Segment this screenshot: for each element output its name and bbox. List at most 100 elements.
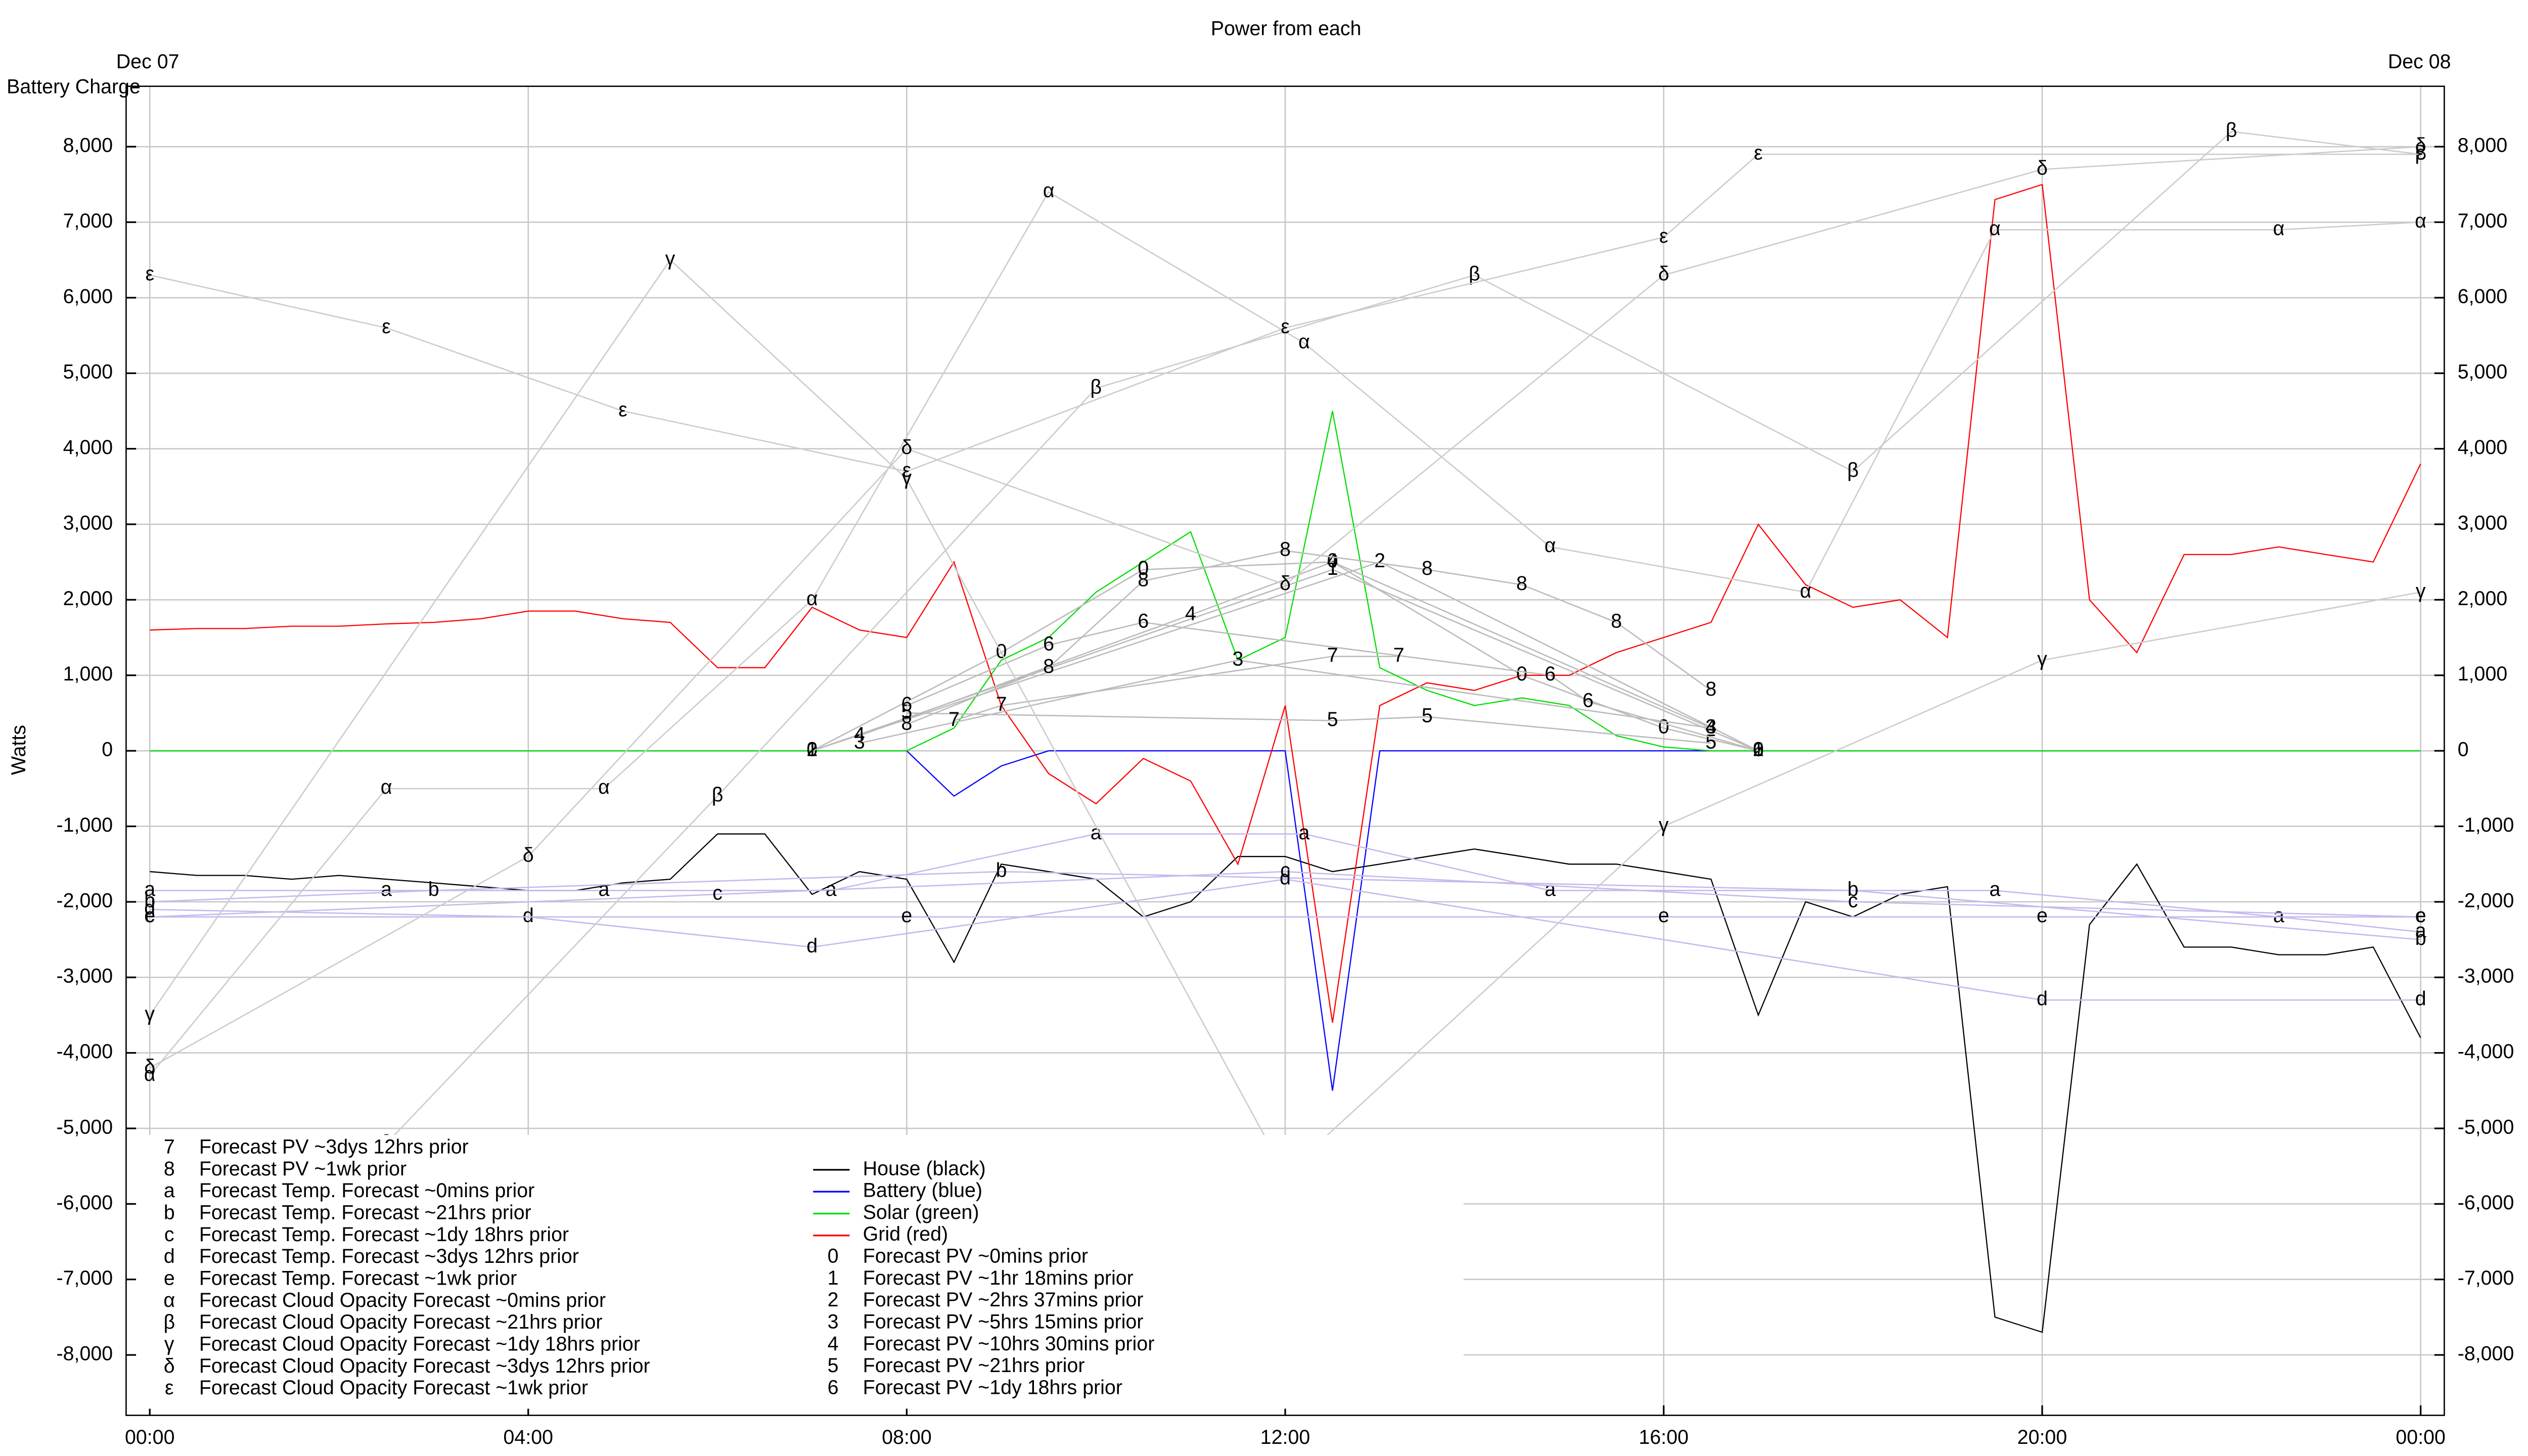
y-tick-label: 1,000 <box>63 663 113 685</box>
series-line <box>149 146 2421 1069</box>
point-marker: γ <box>1659 814 1669 836</box>
point-marker: d <box>2037 987 2048 1010</box>
point-marker: 2 <box>806 739 818 761</box>
legend-label: Forecast Cloud Opacity Forecast ~1dy 18h… <box>199 1333 640 1355</box>
point-marker: a <box>381 878 392 900</box>
point-marker: ε <box>618 398 627 421</box>
point-marker: α <box>1545 534 1556 557</box>
x-tick-label: 00:00 <box>2396 1426 2446 1448</box>
point-marker: 0 <box>806 739 818 761</box>
y2-tick-label: -2,000 <box>2458 889 2514 912</box>
point-marker: d <box>523 904 534 927</box>
y2-tick-label: 4,000 <box>2458 436 2508 459</box>
y2-tick-label: 6,000 <box>2458 285 2508 307</box>
series-line <box>150 411 2421 752</box>
point-marker: γ <box>145 1003 155 1025</box>
point-marker: 2 <box>1753 739 1764 761</box>
point-marker: b <box>996 859 1007 882</box>
legend-marker: 3 <box>828 1311 839 1333</box>
series-line <box>811 569 1759 752</box>
point-marker: α <box>1043 179 1055 202</box>
point-marker: 8 <box>1516 572 1527 595</box>
legend-label: Forecast PV ~10hrs 30mins prior <box>863 1333 1155 1355</box>
chart-title: Power from each <box>1211 17 1362 39</box>
legend-label: Grid (red) <box>863 1223 948 1245</box>
point-marker: ε <box>145 262 154 285</box>
point-marker: 8 <box>1705 678 1717 700</box>
point-marker: 5 <box>1327 708 1338 731</box>
y-tick-label: 4,000 <box>63 436 113 459</box>
legend-label: Forecast PV ~1dy 18hrs prior <box>863 1376 1122 1398</box>
point-marker: a <box>599 878 610 900</box>
series-line <box>859 659 1711 744</box>
point-marker: c <box>1848 889 1858 912</box>
point-marker: e <box>144 904 155 927</box>
point-marker: ε <box>1659 225 1668 247</box>
point-marker: d <box>1280 867 1291 889</box>
legend-label: Forecast PV ~21hrs prior <box>863 1354 1085 1377</box>
y2-tick-label: 8,000 <box>2458 134 2508 157</box>
y2-tick-label: -3,000 <box>2458 965 2514 987</box>
series-line <box>150 833 2421 933</box>
legend-label: Solar (green) <box>863 1201 979 1223</box>
legend-marker: 6 <box>828 1376 839 1398</box>
y-tick-label: 3,000 <box>63 512 113 534</box>
point-marker: γ <box>665 248 675 270</box>
point-marker: 4 <box>854 723 865 746</box>
x-tick-label: 16:00 <box>1639 1426 1689 1448</box>
y2-tick-label: 2,000 <box>2458 587 2508 610</box>
y2-tick-label: -7,000 <box>2458 1267 2514 1289</box>
point-marker: c <box>1280 859 1290 882</box>
y-tick-label: -5,000 <box>57 1116 113 1138</box>
point-marker: 7 <box>1393 644 1405 666</box>
point-marker: 5 <box>901 701 912 723</box>
point-marker: β <box>2226 119 2237 142</box>
legend-label: Forecast Temp. Forecast ~3dys 12hrs prio… <box>199 1245 579 1267</box>
point-marker: 6 <box>1545 663 1556 685</box>
legend-label: House (black) <box>863 1157 986 1179</box>
point-marker: α <box>381 776 392 798</box>
legend-marker: ε <box>165 1377 174 1399</box>
point-marker: 8 <box>901 712 912 734</box>
point-marker: b <box>1847 878 1859 900</box>
y2-tick-label: 1,000 <box>2458 663 2508 685</box>
y-axis-label: Watts <box>8 725 30 775</box>
series-line <box>150 871 2421 918</box>
y-tick-label: -1,000 <box>57 814 113 836</box>
y-tick-label: 0 <box>102 739 113 761</box>
point-marker: ε <box>902 459 912 481</box>
y-tick-label: 5,000 <box>63 361 113 383</box>
point-marker: α <box>2415 210 2426 232</box>
series-line <box>150 184 2421 1023</box>
legend-marker: 0 <box>828 1245 839 1267</box>
y-tick-label: 7,000 <box>63 210 113 232</box>
legend-box <box>136 1134 1464 1409</box>
y-tick-label: -8,000 <box>57 1342 113 1364</box>
legend-marker: b <box>164 1202 175 1224</box>
point-marker: 6 <box>1753 739 1764 761</box>
point-marker: 8 <box>1611 610 1622 632</box>
point-marker: δ <box>2415 134 2426 157</box>
point-marker: 5 <box>1422 704 1433 726</box>
point-marker: α <box>1989 217 2001 240</box>
legend-marker: δ <box>164 1355 175 1377</box>
legend-label: Forecast Cloud Opacity Forecast ~1wk pri… <box>199 1377 588 1399</box>
legend-marker: 8 <box>164 1158 175 1180</box>
series-line <box>906 550 1711 725</box>
point-marker: β <box>1847 459 1859 481</box>
legend-label: Battery (blue) <box>863 1179 982 1202</box>
legend-label: Forecast Temp. Forecast ~1dy 18hrs prior <box>199 1223 569 1246</box>
point-marker: α <box>2273 217 2285 240</box>
point-marker: δ <box>523 844 534 867</box>
point-marker: 7 <box>1327 644 1338 666</box>
point-marker: 3 <box>1705 716 1717 738</box>
point-marker: γ <box>2416 580 2426 602</box>
point-marker: 6 <box>1583 689 1594 711</box>
legend-label: Forecast Temp. Forecast ~0mins prior <box>199 1179 534 1202</box>
point-marker: 0 <box>1753 739 1764 761</box>
y-tick-label: -3,000 <box>57 965 113 987</box>
series-line <box>150 153 2421 472</box>
point-marker: α <box>144 1063 156 1085</box>
legend-marker: β <box>163 1311 175 1333</box>
point-marker: δ <box>1658 262 1669 285</box>
